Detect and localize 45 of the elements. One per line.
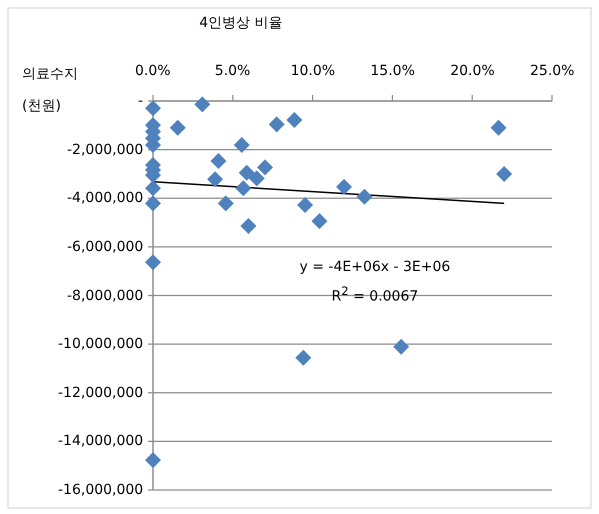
point: [234, 137, 250, 154]
point: [145, 195, 161, 212]
ytick: -2,000,000: [67, 140, 144, 159]
point: [311, 213, 328, 230]
point: [496, 166, 512, 182]
xtick: 15.0%: [370, 62, 415, 80]
annotation: R$^{2}$ = 0.0067: [332, 283, 418, 306]
point: [194, 96, 210, 112]
point: [235, 180, 252, 196]
xtick: 20.0%: [450, 62, 495, 80]
xtick: 25.0%: [530, 62, 574, 80]
point: [336, 178, 352, 195]
point: [356, 188, 372, 205]
ytick: -10,000,000: [58, 335, 144, 354]
xtick: 10.0%: [290, 62, 336, 80]
point: [393, 338, 410, 355]
point: [490, 120, 507, 136]
point: [268, 116, 285, 132]
point: [145, 100, 161, 116]
ytick: -16,000,000: [58, 481, 144, 499]
point: [295, 350, 312, 366]
point: [145, 180, 161, 196]
point: [207, 171, 224, 188]
xlabel: 4인병상 비율: [199, 14, 283, 32]
ytick: -4,000,000: [67, 189, 144, 208]
ytick: -14,000,000: [58, 432, 144, 450]
point: [170, 120, 186, 136]
point: [257, 159, 274, 176]
annotation: y = -4E+06x - 3E+06: [300, 258, 450, 276]
point: [248, 170, 265, 186]
point: [297, 197, 314, 214]
ytick: -8,000,000: [67, 286, 144, 304]
point: [210, 153, 226, 170]
ytick: -6,000,000: [67, 238, 144, 256]
point: [240, 218, 256, 234]
ytick: -12,000,000: [58, 384, 144, 402]
point: [218, 195, 234, 212]
ylabel: 의료수지 (천원): [22, 65, 79, 116]
point: [286, 112, 302, 128]
ytick: -: [138, 92, 144, 110]
point: [145, 254, 161, 270]
xtick: 5.0%: [214, 62, 250, 80]
point: [238, 164, 255, 181]
point: [145, 452, 161, 468]
xtick: 0.0%: [135, 62, 171, 80]
